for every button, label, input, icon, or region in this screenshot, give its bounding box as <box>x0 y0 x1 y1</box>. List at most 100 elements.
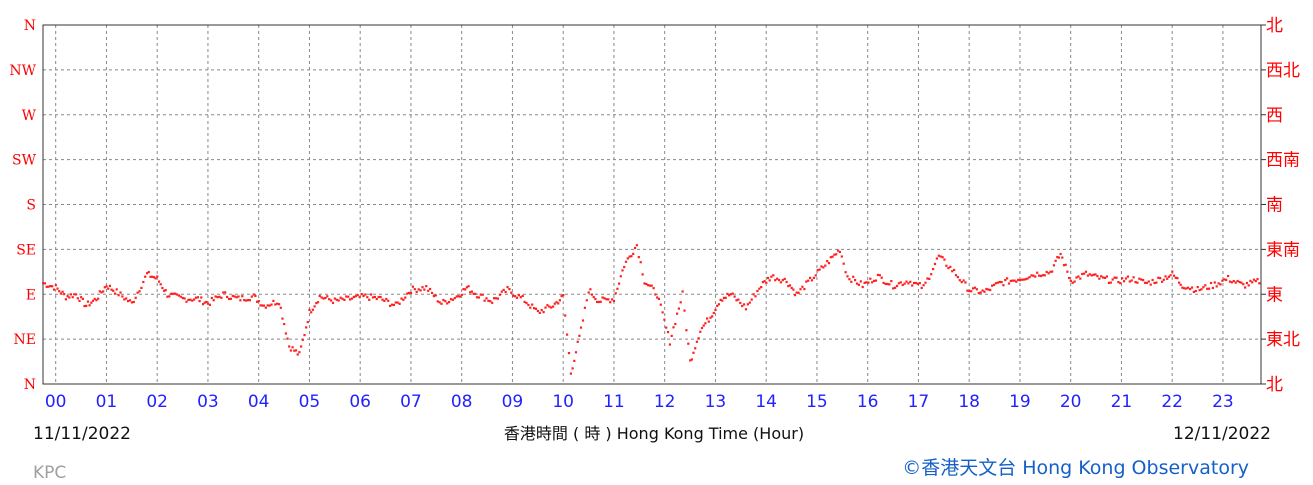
data-point <box>1049 270 1052 273</box>
data-point <box>624 260 628 263</box>
data-point <box>220 296 223 299</box>
data-point <box>377 295 380 299</box>
data-point <box>672 326 675 329</box>
data-point <box>174 292 177 295</box>
data-point <box>453 297 456 300</box>
grid <box>43 25 1261 384</box>
data-point <box>164 289 167 292</box>
data-point <box>871 281 874 284</box>
data-point <box>654 293 657 296</box>
data-point <box>294 349 298 352</box>
data-point <box>583 306 586 309</box>
data-point <box>1178 281 1181 284</box>
data-point <box>246 299 250 302</box>
data-point <box>609 301 612 304</box>
data-point <box>793 294 797 297</box>
data-point <box>916 282 919 285</box>
data-point <box>196 296 199 299</box>
data-point <box>337 299 340 302</box>
data-point <box>907 282 910 285</box>
data-point <box>464 288 467 291</box>
data-point <box>279 306 282 309</box>
data-point <box>1189 288 1192 291</box>
data-point <box>829 256 832 259</box>
data-point <box>566 333 569 336</box>
data-point <box>1028 276 1031 279</box>
data-point <box>442 298 445 302</box>
data-point <box>487 299 490 302</box>
data-point <box>1167 275 1170 278</box>
data-point <box>867 281 870 284</box>
data-point <box>110 288 113 291</box>
data-point <box>159 283 162 286</box>
data-point <box>54 284 57 287</box>
data-point <box>1000 281 1003 284</box>
data-point <box>643 282 646 285</box>
data-point <box>1234 281 1237 284</box>
data-point <box>128 299 132 302</box>
data-point <box>983 290 986 293</box>
x-tick-label: 15 <box>806 392 828 412</box>
data-point <box>379 296 382 299</box>
data-point <box>525 302 528 305</box>
data-point <box>599 300 602 303</box>
data-point <box>637 256 640 259</box>
data-point <box>1081 272 1084 276</box>
data-point <box>385 297 388 301</box>
data-point <box>440 302 443 305</box>
y-tick-label-left: S <box>26 198 36 214</box>
x-tick-label: 07 <box>400 392 422 412</box>
data-point <box>592 296 595 299</box>
data-point <box>863 281 866 284</box>
data-point <box>1242 283 1245 286</box>
data-point <box>914 281 918 285</box>
data-point <box>278 303 281 306</box>
data-point <box>911 284 914 287</box>
x-tick-label: 22 <box>1161 392 1183 412</box>
data-point <box>632 252 635 255</box>
data-point <box>1252 278 1256 281</box>
data-point <box>1051 270 1054 273</box>
data-point <box>303 334 306 337</box>
data-point <box>1007 282 1011 285</box>
data-point <box>628 255 631 258</box>
data-point <box>261 304 264 307</box>
data-point <box>597 300 600 304</box>
data-point <box>113 292 117 295</box>
data-point <box>88 304 91 307</box>
data-point <box>892 287 895 290</box>
data-point <box>63 293 66 296</box>
data-point <box>1079 277 1082 280</box>
data-point <box>1232 280 1235 283</box>
data-point <box>257 300 260 303</box>
data-point <box>200 296 203 299</box>
data-point <box>1157 276 1160 279</box>
data-point <box>596 300 599 304</box>
data-point <box>387 299 390 302</box>
data-point <box>674 322 677 326</box>
data-point <box>1225 278 1228 281</box>
x-tick-label: 09 <box>502 392 524 412</box>
data-point <box>714 308 717 312</box>
x-tick-label: 04 <box>248 392 270 412</box>
data-point <box>878 274 881 277</box>
data-point <box>1083 272 1086 275</box>
data-point <box>350 297 354 300</box>
data-point <box>383 299 386 302</box>
data-point <box>814 274 817 277</box>
data-point <box>168 295 171 298</box>
data-point <box>842 262 845 265</box>
data-point <box>884 282 887 285</box>
data-point <box>335 298 338 301</box>
data-point <box>222 291 225 294</box>
station-code: KPC <box>33 463 66 483</box>
data-point <box>474 292 477 295</box>
data-point <box>585 299 588 302</box>
data-point <box>523 300 526 303</box>
data-point <box>1136 281 1139 284</box>
data-point <box>994 282 997 285</box>
data-point <box>924 281 927 284</box>
data-point <box>423 288 426 291</box>
data-point <box>115 288 118 291</box>
data-point <box>1061 256 1064 259</box>
